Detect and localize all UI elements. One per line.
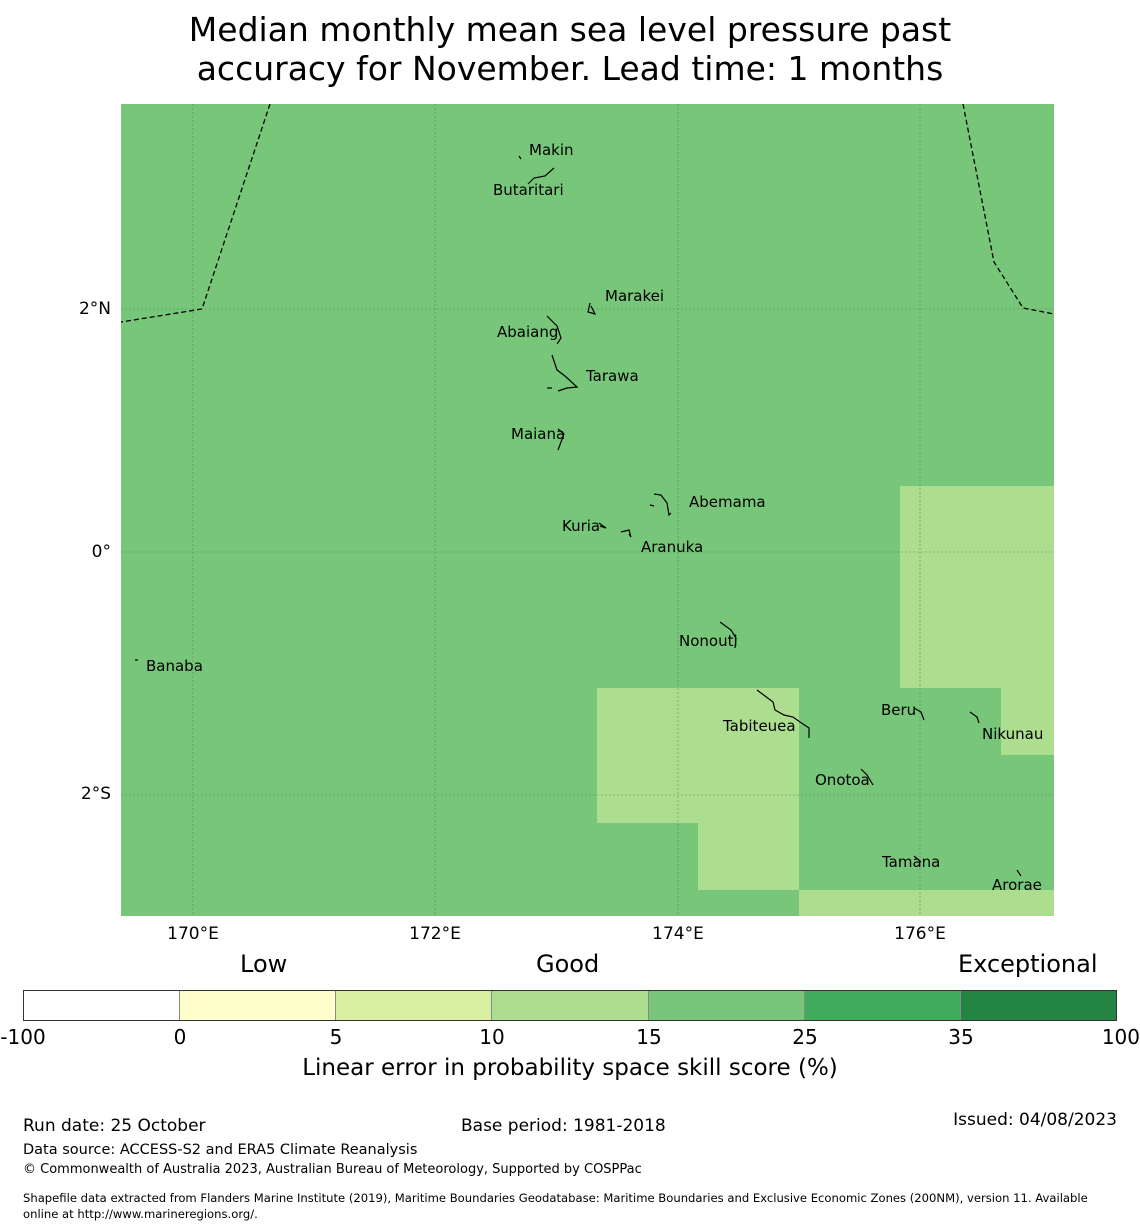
island-label-butaritari: Butaritari: [493, 181, 564, 199]
island-label-beru: Beru: [881, 701, 917, 719]
base-period: Base period: 1981-2018: [461, 1116, 666, 1136]
map-title: Median monthly mean sea level pressure p…: [0, 10, 1140, 88]
y-label-0: 0°: [91, 542, 111, 562]
colorbar-tick: 10: [479, 1025, 505, 1049]
gridlines: [121, 104, 1054, 916]
x-label-174e: 174°E: [652, 924, 704, 944]
island-label-onotoa: Onotoa: [815, 771, 870, 789]
y-label-2s: 2°S: [80, 784, 111, 804]
map-canvas: [121, 104, 1054, 916]
run-date: Run date: 25 October: [23, 1116, 206, 1136]
y-label-2n: 2°N: [78, 299, 111, 319]
shapefile-credit-line-2: online at http://www.marineregions.org/.: [23, 1207, 258, 1221]
colorbar-tick: 0: [173, 1025, 187, 1049]
x-label-176e: 176°E: [894, 924, 946, 944]
island-label-arorae: Arorae: [992, 876, 1042, 894]
island-outlines: [135, 155, 1022, 877]
higher-skill-region-south: [799, 890, 1054, 916]
eez-boundary-east: [962, 104, 1054, 315]
island-label-nikunau: Nikunau: [982, 725, 1044, 743]
colorbar-segment: [180, 991, 337, 1020]
issued-date: Issued: 04/08/2023: [953, 1110, 1117, 1130]
legend-category-exceptional: Exceptional: [958, 950, 1098, 978]
colorbar-tick: 35: [948, 1025, 974, 1049]
title-line-2: accuracy for November. Lead time: 1 mont…: [196, 49, 944, 88]
colorbar-segment: [804, 991, 961, 1020]
colorbar-segment: [960, 991, 1116, 1020]
colorbar: [23, 990, 1117, 1021]
legend-category-low: Low: [240, 950, 288, 978]
island-label-marakei: Marakei: [605, 287, 665, 305]
title-line-1: Median monthly mean sea level pressure p…: [188, 10, 952, 49]
colorbar-tick: 15: [636, 1025, 662, 1049]
island-label-abemama: Abemama: [689, 493, 766, 511]
island-label-nonouti: Nonouti: [679, 632, 738, 650]
colorbar-segment: [24, 991, 181, 1020]
colorbar-segment: [492, 991, 649, 1020]
copyright: © Commonwealth of Australia 2023, Austra…: [23, 1162, 642, 1177]
shapefile-credit-line-1: Shapefile data extracted from Flanders M…: [23, 1191, 1088, 1205]
colorbar-tick: 5: [329, 1025, 343, 1049]
higher-skill-region-south-central: [597, 688, 799, 890]
x-label-172e: 172°E: [409, 924, 461, 944]
island-label-abaiang: Abaiang: [497, 323, 559, 341]
legend-category-good: Good: [536, 950, 600, 978]
island-label-aranuka: Aranuka: [641, 538, 704, 556]
colorbar-title: Linear error in probability space skill …: [302, 1055, 838, 1081]
colorbar-tick: 25: [792, 1025, 818, 1049]
x-label-170e: 170°E: [167, 924, 219, 944]
island-label-makin: Makin: [529, 141, 574, 159]
higher-skill-region-east: [900, 486, 1054, 755]
island-label-maiana: Maiana: [511, 425, 566, 443]
island-label-tabiteuea: Tabiteuea: [723, 717, 796, 735]
island-label-tarawa: Tarawa: [586, 367, 639, 385]
island-label-banaba: Banaba: [146, 657, 203, 675]
eez-boundary-west: [121, 104, 271, 323]
colorbar-segment: [648, 991, 805, 1020]
colorbar-tick: -100: [0, 1025, 46, 1049]
data-source: Data source: ACCESS-S2 and ERA5 Climate …: [23, 1142, 418, 1158]
map-panel: [121, 104, 1054, 916]
island-label-kuria: Kuria: [562, 517, 601, 535]
colorbar-segment: [336, 991, 493, 1020]
colorbar-tick: 100: [1101, 1025, 1140, 1049]
island-label-tamana: Tamana: [882, 853, 941, 871]
